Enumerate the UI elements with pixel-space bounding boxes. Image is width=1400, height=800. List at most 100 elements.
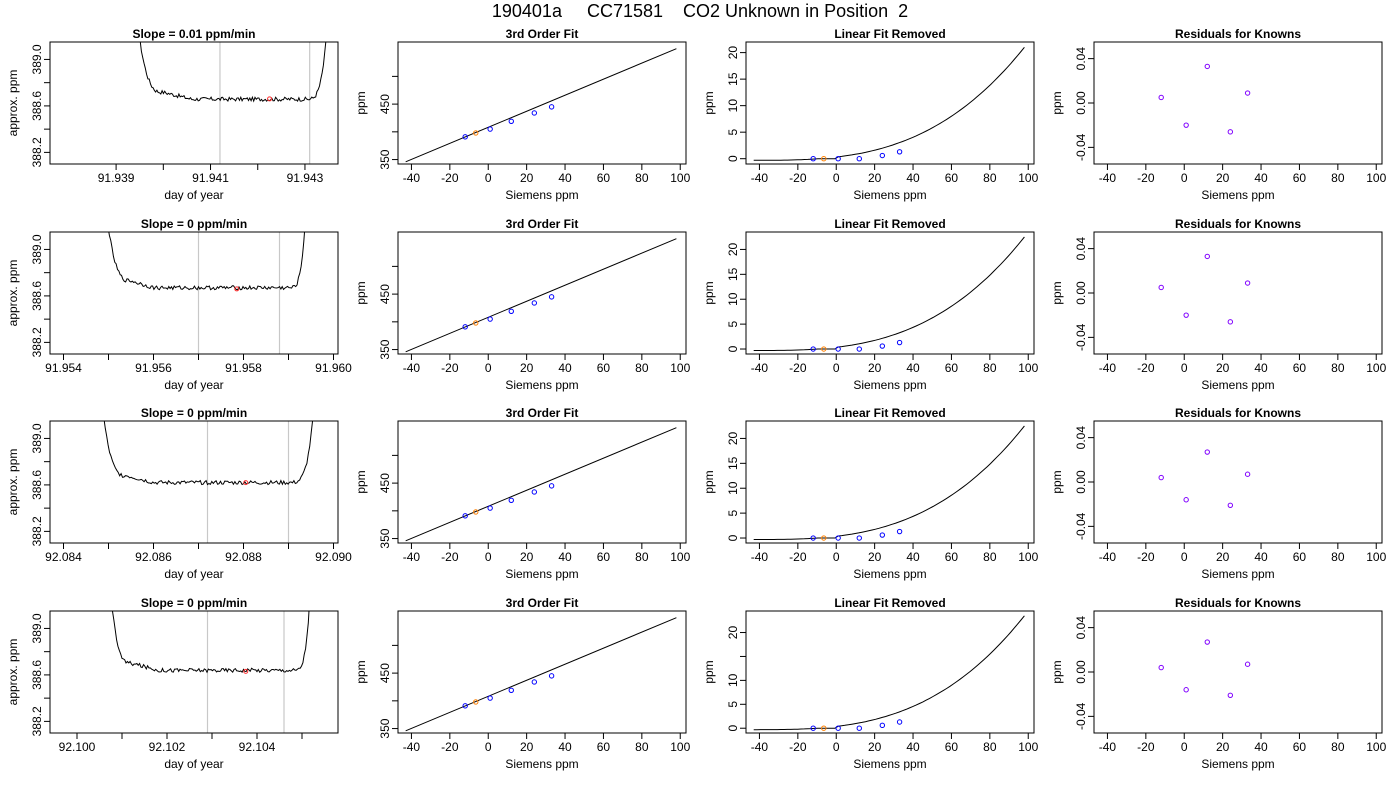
x-tick-label: 100 — [1018, 550, 1038, 564]
x-axis-label: day of year — [164, 378, 223, 392]
x-tick-label: 80 — [635, 740, 649, 754]
plot-frame — [49, 610, 339, 734]
x-tick-label: 100 — [1018, 740, 1038, 754]
chart-panel: Slope = 0 ppm/min 91.954 91.956 91.958 91.96… — [6, 217, 352, 392]
x-tick-label: -20 — [441, 171, 459, 185]
y-tick-label: 388.2 — [30, 516, 44, 546]
x-tick-label: 0 — [833, 740, 840, 754]
known-point — [531, 679, 538, 685]
y-tick-label: 10 — [726, 99, 740, 113]
y-tick-label: 0.04 — [1074, 237, 1088, 261]
x-tick-label: 0 — [833, 171, 840, 185]
x-tick-label: -20 — [1137, 171, 1155, 185]
plot-area — [1158, 639, 1251, 698]
x-tick-label: 0 — [1181, 361, 1188, 375]
x-tick-label: 92.088 — [225, 550, 262, 564]
y-axis-label: approx. ppm — [6, 449, 20, 516]
y-tick-label: 0.00 — [1074, 660, 1088, 684]
plot-frame — [1093, 41, 1383, 165]
x-tick-label: 60 — [945, 740, 959, 754]
x-axis-label: day of year — [164, 188, 223, 202]
known-point — [879, 343, 886, 349]
x-tick-label: 40 — [558, 171, 572, 185]
known-point — [548, 673, 555, 679]
fit-curve — [753, 46, 1025, 161]
y-axis-label: ppm — [1050, 281, 1064, 304]
residual-point — [1204, 449, 1210, 455]
unknown-point — [821, 155, 827, 162]
x-tick-label: 80 — [1331, 740, 1345, 754]
fit-line — [405, 48, 677, 163]
x-tick-label: 100 — [670, 171, 690, 185]
x-tick-label: -20 — [441, 550, 459, 564]
x-tick-label: 100 — [1366, 361, 1386, 375]
residual-point — [1244, 280, 1251, 286]
x-axis-label: Siemens ppm — [1201, 378, 1274, 392]
plot-frame — [1093, 610, 1383, 734]
known-point — [487, 316, 493, 322]
x-tick-label: -40 — [403, 361, 421, 375]
slope-point — [267, 96, 273, 102]
known-point — [487, 505, 493, 511]
plot-area — [753, 615, 1025, 731]
chart-panel: Linear Fit Removed -40 -20 0 20 40 60 80 100 0 5 10… — [702, 217, 1039, 392]
x-axis-label: Siemens ppm — [853, 757, 926, 771]
y-tick-label: 20 — [726, 431, 740, 445]
chart-panel: Slope = 0.01 ppm/min 91.939 91.941 91.943 38… — [6, 27, 339, 202]
x-tick-label: 20 — [520, 171, 534, 185]
residual-point — [1158, 664, 1164, 671]
x-tick-label: 80 — [983, 171, 997, 185]
x-tick-label: 80 — [635, 171, 649, 185]
x-tick-label: 0 — [1181, 740, 1188, 754]
x-tick-label: 20 — [1216, 740, 1230, 754]
x-axis-label: day of year — [164, 567, 223, 581]
x-tick-label: -20 — [789, 361, 807, 375]
y-axis-label: ppm — [1050, 660, 1064, 683]
known-point — [531, 110, 538, 116]
x-tick-label: 0 — [833, 361, 840, 375]
x-tick-label: 40 — [906, 740, 920, 754]
known-point — [548, 294, 555, 300]
y-axis-label: ppm — [1050, 470, 1064, 493]
unknown-point — [473, 509, 479, 515]
data-trace — [139, 42, 327, 103]
known-point — [896, 149, 903, 155]
known-point — [531, 489, 538, 495]
residual-point — [1158, 474, 1164, 481]
y-tick-label: 450 — [378, 473, 392, 493]
x-tick-label: 92.104 — [239, 740, 276, 754]
residual-point — [1244, 661, 1251, 667]
x-tick-label: -40 — [1099, 171, 1117, 185]
x-tick-label: -20 — [1137, 361, 1155, 375]
x-tick-label: 40 — [1254, 171, 1268, 185]
x-tick-label: 92.100 — [59, 740, 96, 754]
residual-point — [1204, 253, 1210, 260]
x-tick-label: 20 — [1216, 550, 1230, 564]
x-tick-label: 100 — [1366, 550, 1386, 564]
known-point — [896, 719, 903, 725]
chart-panel: 3rd Order Fit -40 -20 0 20 40 60 80 100 350 450 Sie… — [354, 406, 691, 581]
y-tick-label: 10 — [726, 292, 740, 306]
x-tick-label: 80 — [1331, 550, 1345, 564]
chart-title: Linear Fit Removed — [834, 596, 945, 610]
y-tick-label: 0 — [726, 725, 740, 732]
page-title: 190401a CC71581 CO2 Unknown in Position … — [491, 1, 909, 21]
x-tick-label: 60 — [945, 171, 959, 185]
x-tick-label: -20 — [789, 171, 807, 185]
residual-point — [1244, 471, 1251, 477]
x-tick-label: 0 — [485, 171, 492, 185]
fit-line — [405, 238, 677, 353]
plot-frame — [49, 41, 339, 165]
residual-point — [1227, 692, 1234, 698]
x-tick-label: 20 — [868, 171, 882, 185]
residual-point — [1204, 639, 1210, 645]
plot-area — [111, 611, 310, 733]
x-tick-label: -40 — [1099, 361, 1117, 375]
x-tick-label: 80 — [983, 550, 997, 564]
y-axis-label: ppm — [354, 660, 368, 683]
x-tick-label: 0 — [485, 740, 492, 754]
y-tick-label: 350 — [378, 339, 392, 359]
y-axis-label: ppm — [702, 470, 716, 493]
unknown-point — [473, 699, 479, 705]
